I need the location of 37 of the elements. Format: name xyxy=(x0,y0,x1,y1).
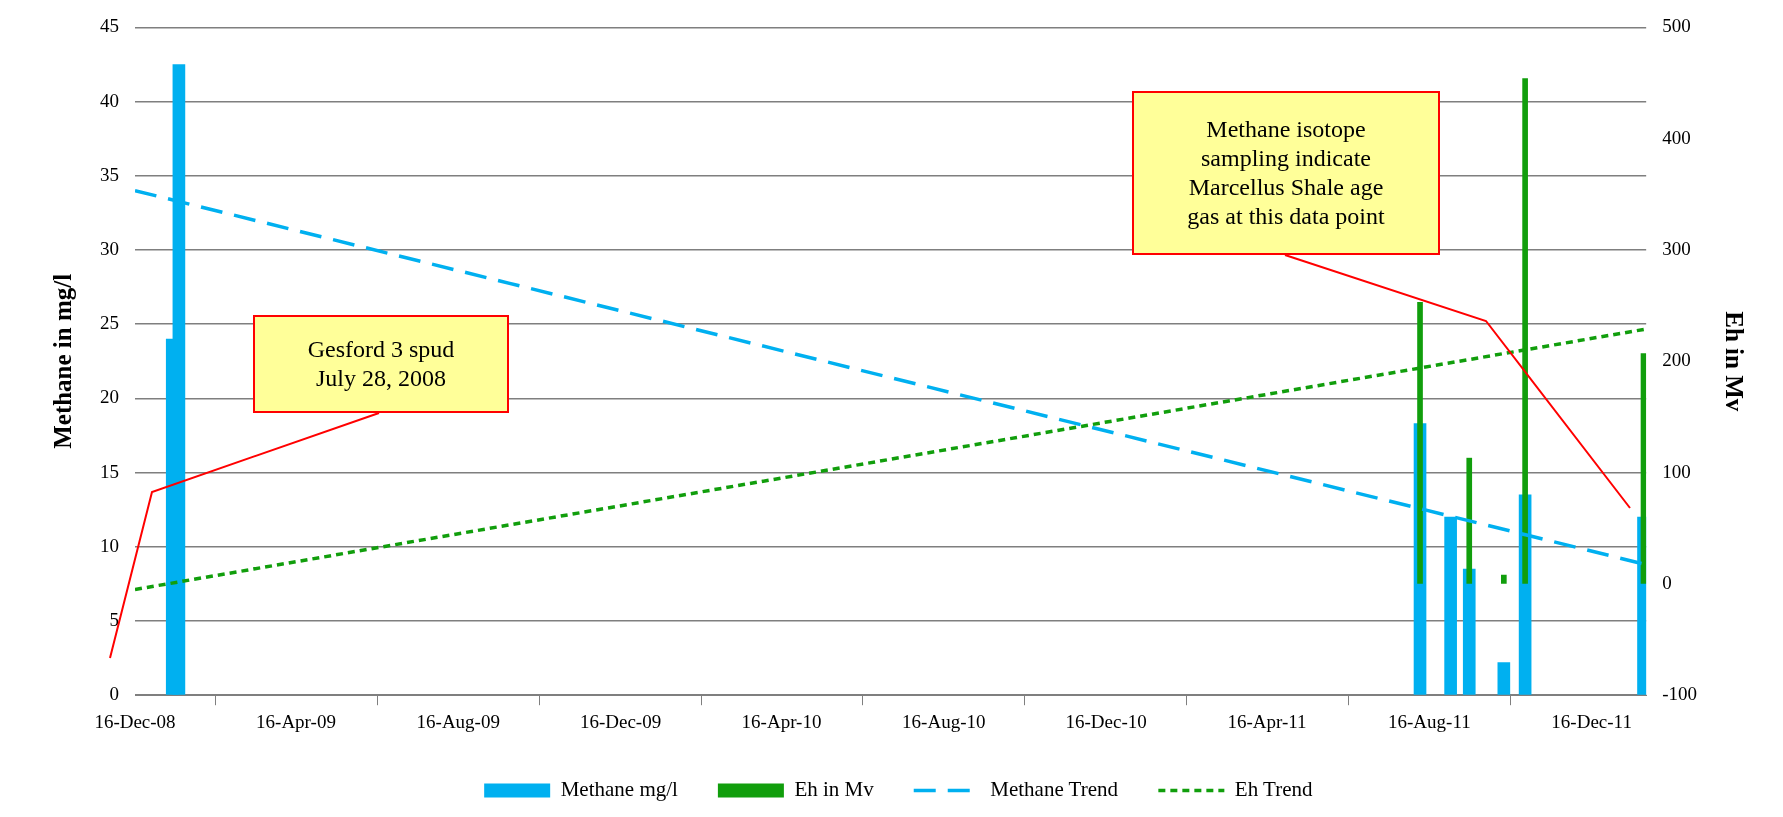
x-tick-label: 16-Apr-09 xyxy=(256,710,336,732)
legend-label: Methane mg/l xyxy=(560,777,679,802)
y-tick-label: 40 xyxy=(100,89,119,111)
y-tick-label: 5 xyxy=(109,608,119,630)
x-tick-label: 16-Dec-11 xyxy=(1551,710,1632,732)
y-tick-label: 15 xyxy=(100,460,119,482)
y2-tick-label: 500 xyxy=(1662,15,1691,37)
y2-tick-label: -100 xyxy=(1662,683,1697,705)
x-tick-label: 16-Dec-10 xyxy=(1065,710,1147,732)
x-tick-label: 16-Apr-10 xyxy=(741,710,822,732)
legend-label: Methane Trend xyxy=(990,777,1119,802)
callout-box: Gesford 3 spud July 28, 2008 xyxy=(253,315,509,413)
x-tick-label: 16-Aug-11 xyxy=(1388,710,1471,732)
y-tick-label: 10 xyxy=(100,534,119,556)
legend-label: Eh in Mv xyxy=(794,777,875,802)
y2-tick-label: 400 xyxy=(1662,126,1691,148)
bar xyxy=(1497,662,1511,695)
x-tick-label: 16-Apr-11 xyxy=(1227,710,1307,732)
y-tick-label: 0 xyxy=(109,683,119,705)
y-tick-label: 35 xyxy=(100,163,119,185)
x-tick-label: 16-Dec-08 xyxy=(94,710,176,732)
y-tick-label: 25 xyxy=(100,312,119,334)
x-tick-label: 16-Aug-09 xyxy=(416,710,500,732)
y-tick-label: 30 xyxy=(100,237,119,259)
y2-tick-label: 100 xyxy=(1662,460,1691,482)
y-tick-label: 20 xyxy=(100,386,119,408)
y2-tick-label: 0 xyxy=(1662,571,1672,593)
callout-box: Methane isotope sampling indicate Marcellus Shale age gas at this data point xyxy=(1132,91,1440,255)
y-tick-label: 45 xyxy=(100,15,119,37)
legend-label: Eh Trend xyxy=(1234,777,1313,802)
y2-axis-title: Eh in Mv xyxy=(1720,311,1748,412)
y-axis-title: Methane in mg/l xyxy=(49,273,77,449)
x-tick-label: 16-Aug-10 xyxy=(902,710,986,732)
y2-tick-label: 200 xyxy=(1662,349,1691,371)
x-tick-label: 16-Dec-09 xyxy=(579,710,662,732)
y2-tick-label: 300 xyxy=(1662,237,1691,259)
bar xyxy=(1501,574,1507,584)
